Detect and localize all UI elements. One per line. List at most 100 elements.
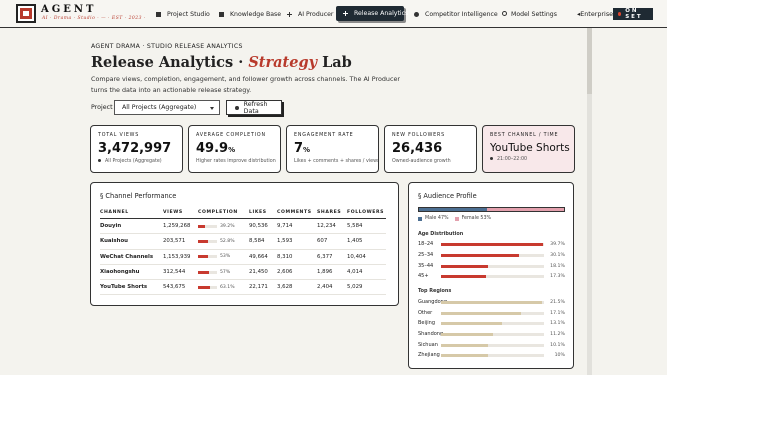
square-icon — [219, 12, 224, 17]
nav-release-analytics[interactable]: Release Analytics — [336, 6, 408, 21]
table-row[interactable]: Kuaishou 203,571 52.8% 8,584 1,593 607 1,405 — [100, 234, 386, 250]
region-bar — [441, 311, 544, 315]
nav-competitor-intelligence[interactable]: Competitor Intelligence — [414, 10, 498, 19]
tier-selector[interactable]: ◂Enterprise — [577, 10, 613, 18]
cell-completion: 39.2% — [198, 219, 249, 234]
age-bar — [441, 264, 544, 268]
col-header[interactable]: COMPLETION — [198, 207, 249, 219]
nav-label: Knowledge Base — [230, 11, 282, 18]
region-value: 10% — [554, 352, 565, 358]
kpi-sub: Owned-audience growth — [392, 159, 451, 164]
kpi-sub: 21:00–22:00 — [490, 157, 567, 162]
page-description: Compare views, completion, engagement, a… — [91, 75, 401, 94]
nav-ai-producer[interactable]: AI Producer — [287, 10, 333, 19]
col-header[interactable]: VIEWS — [163, 207, 198, 219]
on-set-status-button[interactable]: ON SET — [613, 8, 653, 20]
brand-tagline: AI · Drama · Studio · — · EST · 2023 · — [42, 16, 146, 21]
scrollbar-track[interactable] — [587, 28, 592, 375]
gender-legend: Male 47% Female 53% — [418, 216, 491, 221]
region-row: Shandong 11.2% — [418, 330, 565, 338]
kpi-value-wrap: 49.9% — [196, 141, 273, 156]
cell-completion: 63.1% — [198, 280, 249, 295]
cell-followers: 5,584 — [347, 223, 363, 230]
table-row[interactable]: YouTube Shorts 543,675 63.1% 22,171 3,628 2,4… — [100, 280, 386, 295]
caret-left-icon: ◂ — [577, 10, 581, 18]
kpi-sub-text: All Projects (Aggregate) — [105, 159, 162, 164]
age-bar-fill — [441, 253, 519, 257]
kpi-value-wrap: 7% — [294, 141, 371, 156]
age-value: 39.7% — [550, 241, 565, 247]
age-bar-fill — [441, 274, 486, 278]
table-row[interactable]: WeChat Channels 1,153,939 53% 49,664 8,310 6,… — [100, 249, 386, 265]
brand-logo-icon[interactable] — [16, 4, 36, 23]
col-header[interactable]: LIKES — [249, 207, 277, 219]
age-row: 45+ 17.3% — [418, 272, 565, 280]
table-row[interactable]: Douyin 1,259,268 39.2% 90,536 9,714 12,234 5,5… — [100, 219, 386, 234]
cell-likes: 90,536 — [249, 223, 268, 230]
refresh-data-button[interactable]: Refresh Data — [226, 100, 282, 115]
col-header[interactable]: COMMENTS — [277, 207, 317, 219]
region-label: Zhejiang — [418, 352, 440, 358]
cell-completion: 53% — [198, 249, 249, 264]
channel-performance-panel: § Channel Performance CHANNEL VIEWS COMP… — [90, 182, 399, 306]
completion-bar-fill — [198, 239, 209, 243]
completion-value: 52.8% — [220, 238, 235, 244]
kpi-label: NEW FOLLOWERS — [392, 133, 445, 138]
nav-label: Project Studio — [167, 11, 210, 18]
cell-shares: 607 — [317, 238, 328, 245]
completion-bar — [198, 224, 217, 228]
age-value: 30.1% — [550, 252, 565, 258]
gender-bar-male — [419, 208, 488, 211]
completion-value: 53% — [220, 254, 231, 260]
audience-profile-panel: § Audience Profile Male 47% Female 53% A… — [408, 182, 574, 369]
refresh-icon — [235, 105, 239, 110]
cell-followers: 4,014 — [347, 269, 363, 276]
region-bar-fill — [441, 332, 494, 336]
kpi-engagement-rate: ENGAGEMENT RATE 7% Likes + comments + sh… — [286, 125, 379, 173]
cell-channel: YouTube Shorts — [100, 284, 148, 291]
col-header[interactable]: SHARES — [317, 207, 347, 219]
kpi-label: ENGAGEMENT RATE — [294, 133, 354, 138]
nav-project-studio[interactable]: Project Studio — [156, 10, 210, 19]
age-value: 17.3% — [550, 273, 565, 279]
kpi-label: AVERAGE COMPLETION — [196, 133, 266, 138]
recording-dot-icon — [618, 12, 622, 16]
kpi-label: TOTAL VIEWS — [98, 133, 140, 138]
region-bar-fill — [441, 353, 488, 357]
cell-comments: 3,628 — [277, 284, 293, 291]
col-header[interactable]: FOLLOWERS — [347, 207, 386, 219]
region-value: 11.2% — [550, 331, 565, 337]
nav-knowledge-base[interactable]: Knowledge Base — [219, 10, 281, 19]
age-value: 18.1% — [550, 263, 565, 269]
age-row: 25–34 30.1% — [418, 251, 565, 259]
nav-release-analytics-content: Release Analytics — [343, 9, 408, 18]
project-select[interactable]: All Projects (Aggregate) — [114, 100, 220, 115]
completion-bar-wrap: 39.2% — [198, 224, 249, 229]
project-select-value: All Projects (Aggregate) — [122, 104, 197, 111]
channel-table: CHANNEL VIEWS COMPLETION LIKES COMMENTS … — [100, 207, 386, 295]
age-bar-fill — [441, 242, 544, 246]
table-row[interactable]: Xiaohongshu 312,544 57% 21,450 2,606 1,896 4,0… — [100, 264, 386, 280]
kpi-average-completion: AVERAGE COMPLETION 49.9% Higher rates im… — [188, 125, 281, 173]
kpi-value: YouTube Shorts — [490, 142, 570, 154]
gear-icon — [502, 11, 507, 16]
kpi-sub: Likes + comments + shares / views — [294, 159, 379, 164]
table-header-row: CHANNEL VIEWS COMPLETION LIKES COMMENTS … — [100, 207, 386, 219]
kpi-value: 49.9 — [196, 141, 229, 156]
completion-bar-fill — [198, 255, 209, 259]
age-bar — [441, 274, 544, 278]
region-bar-fill — [441, 311, 522, 315]
completion-bar-fill — [198, 270, 209, 274]
chevron-down-icon — [210, 107, 214, 110]
title-accent: Strategy — [248, 54, 318, 71]
section-icon: § — [418, 192, 424, 200]
scrollbar-thumb[interactable] — [587, 28, 592, 94]
col-header[interactable]: CHANNEL — [100, 207, 163, 219]
nav-model-settings[interactable]: Model Settings — [511, 10, 557, 19]
age-bar-fill — [441, 264, 488, 268]
cell-shares: 2,404 — [317, 284, 333, 291]
region-bar-fill — [441, 321, 503, 325]
nav-label: Model Settings — [511, 11, 557, 18]
region-bar — [441, 300, 544, 304]
panel-title: § Audience Profile — [418, 192, 477, 200]
